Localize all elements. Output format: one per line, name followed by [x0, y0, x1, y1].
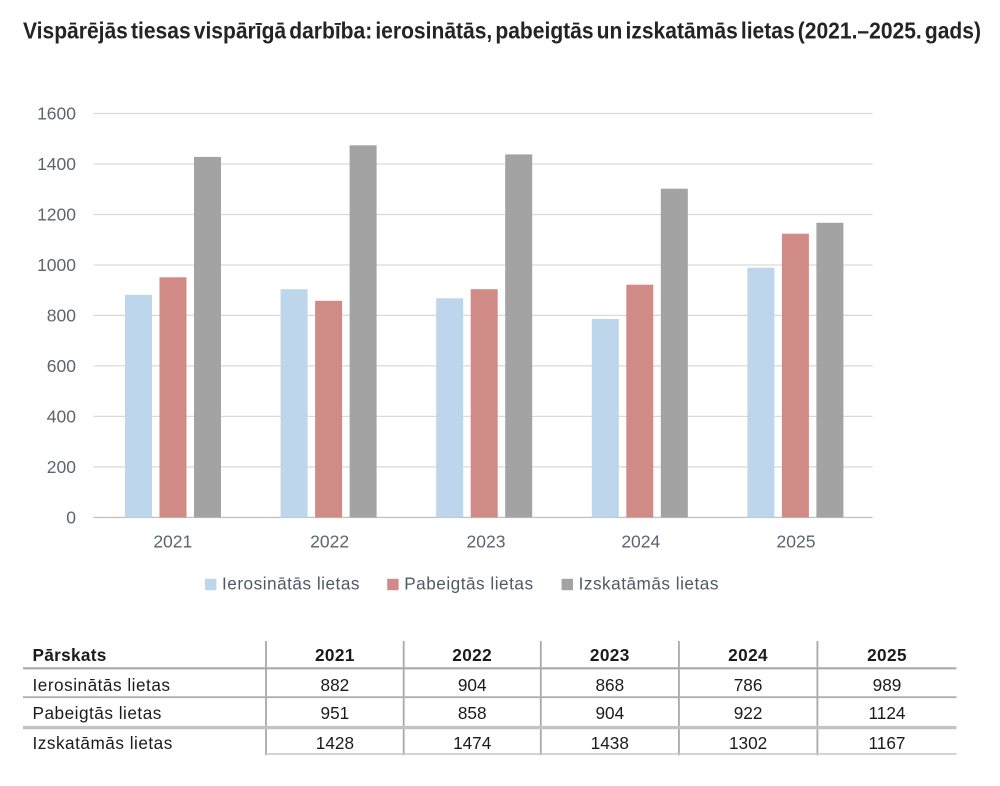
svg-text:200: 200 [47, 457, 76, 477]
svg-text:989: 989 [873, 675, 902, 695]
svg-text:2024: 2024 [728, 645, 768, 665]
svg-text:2023: 2023 [590, 645, 630, 665]
svg-text:951: 951 [321, 703, 350, 723]
svg-text:0: 0 [66, 508, 76, 528]
svg-text:868: 868 [595, 675, 624, 695]
svg-text:2021: 2021 [153, 532, 192, 552]
svg-text:Ierosinātās lietas: Ierosinātās lietas [33, 675, 171, 695]
svg-text:2024: 2024 [621, 532, 660, 552]
svg-text:2025: 2025 [867, 645, 907, 665]
svg-text:Izskatāmās lietas: Izskatāmās lietas [579, 574, 719, 594]
svg-text:2025: 2025 [777, 532, 816, 552]
svg-text:600: 600 [47, 356, 76, 376]
svg-text:Pabeigtās lietas: Pabeigtās lietas [33, 703, 162, 723]
svg-text:1000: 1000 [37, 255, 76, 275]
svg-text:904: 904 [595, 703, 624, 723]
svg-text:1302: 1302 [729, 733, 767, 753]
svg-text:400: 400 [47, 407, 76, 427]
svg-text:Pārskats: Pārskats [33, 645, 107, 665]
svg-text:922: 922 [734, 703, 763, 723]
svg-text:Ierosinātās lietas: Ierosinātās lietas [222, 574, 360, 594]
svg-text:1438: 1438 [591, 733, 629, 753]
svg-text:786: 786 [734, 675, 763, 695]
svg-text:2022: 2022 [310, 532, 349, 552]
svg-text:904: 904 [458, 675, 487, 695]
svg-text:Izskatāmās lietas: Izskatāmās lietas [33, 733, 173, 753]
svg-text:2021: 2021 [315, 645, 355, 665]
svg-text:1600: 1600 [37, 104, 76, 124]
svg-text:1200: 1200 [37, 205, 76, 225]
svg-text:1167: 1167 [869, 733, 906, 753]
svg-text:1124: 1124 [869, 703, 906, 723]
svg-text:2023: 2023 [467, 532, 506, 552]
svg-text:Pabeigtās lietas: Pabeigtās lietas [404, 574, 533, 594]
svg-text:1474: 1474 [453, 733, 492, 753]
svg-text:Vispārējās tiesas vispārīgā da: Vispārējās tiesas vispārīgā darbība: ier… [23, 17, 981, 43]
svg-text:800: 800 [47, 306, 76, 326]
svg-text:858: 858 [458, 703, 487, 723]
svg-text:2022: 2022 [452, 645, 492, 665]
svg-text:1428: 1428 [316, 733, 354, 753]
svg-text:1400: 1400 [37, 154, 76, 174]
svg-text:882: 882 [321, 675, 350, 695]
